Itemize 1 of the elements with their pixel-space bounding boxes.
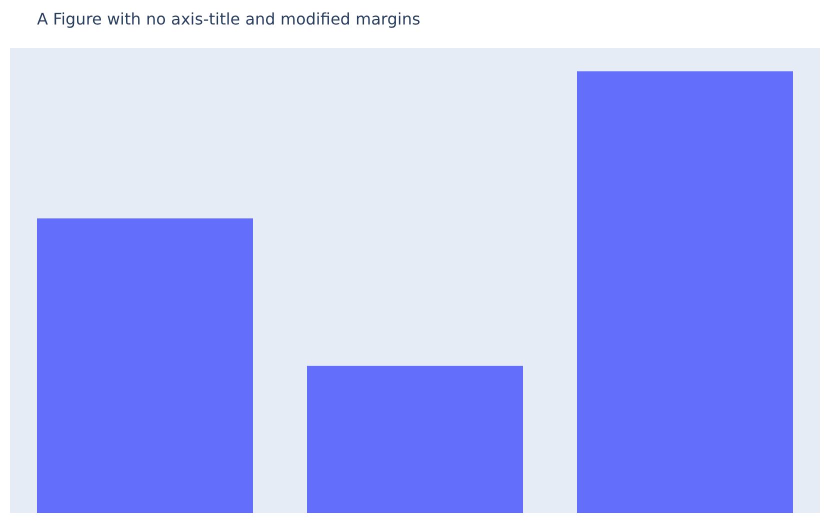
chart-title: A Figure with no axis-title and modified margins — [37, 10, 420, 28]
